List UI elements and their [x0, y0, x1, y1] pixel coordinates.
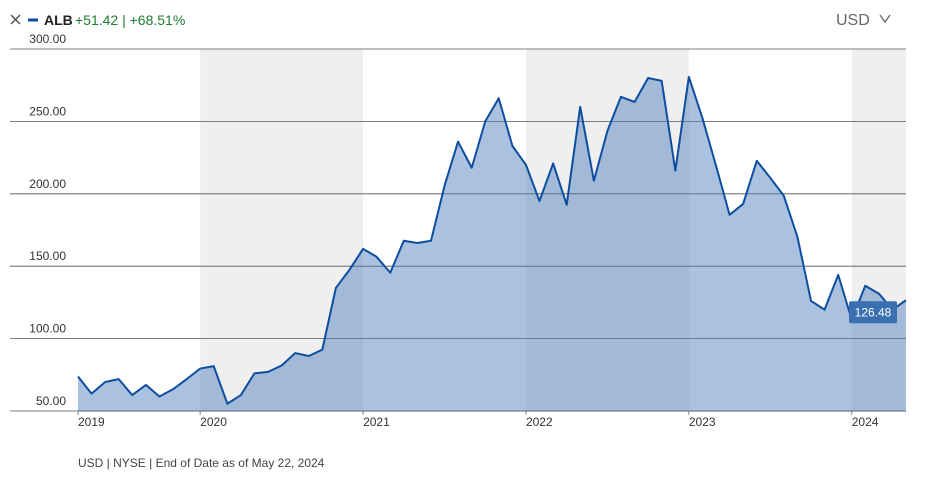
- y-tick-label: 150.00: [29, 249, 66, 263]
- dropdown-icon[interactable]: [879, 14, 891, 24]
- currency-select[interactable]: USD: [836, 12, 870, 29]
- y-tick-label: 200.00: [29, 177, 66, 191]
- year-band: [525, 49, 689, 411]
- x-tick-label: 2024: [852, 415, 879, 429]
- ticker: ALB: [44, 12, 73, 28]
- x-tick-label: 2021: [363, 415, 390, 429]
- x-tick-label: 2022: [526, 415, 553, 429]
- x-tick-label: 2019: [78, 415, 105, 429]
- last-value-label: 126.48: [855, 305, 892, 319]
- y-tick-label: 250.00: [29, 104, 66, 118]
- x-tick-label: 2020: [200, 415, 227, 429]
- footnote: USD | NYSE | End of Date as of May 22, 2…: [78, 456, 325, 470]
- close-icon[interactable]: [10, 14, 21, 25]
- line: [77, 75, 907, 405]
- change: +51.42 | +68.51%: [75, 12, 185, 28]
- x-tick-label: 2023: [689, 415, 716, 429]
- year-band: [851, 49, 906, 411]
- y-tick-label: 50.00: [36, 394, 66, 408]
- y-tick-label: 100.00: [29, 322, 66, 336]
- plot: 50.00 100.00 150.00 200.00 250.00 300.00 2019 2…: [10, 32, 907, 429]
- year-band: [200, 49, 364, 411]
- last-value-box: [849, 301, 897, 324]
- area-fill: [78, 76, 906, 411]
- y-tick-label: 300.00: [29, 32, 66, 46]
- legend-swatch: [28, 18, 38, 22]
